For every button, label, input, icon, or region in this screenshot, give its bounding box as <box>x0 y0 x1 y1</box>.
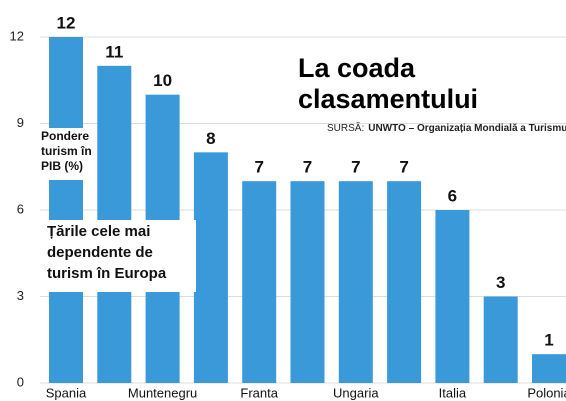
labels: 0 3 6 9 12 Spania 12 11 Muntenegru 10 8 Franta 7 7 Ung… <box>10 13 566 400</box>
y-axis-label: PIB (%) <box>41 159 83 173</box>
y-tick-label: 12 <box>10 28 24 43</box>
bar <box>290 181 325 383</box>
y-axis-label: Pondere <box>41 129 89 143</box>
subtitle: Țările cele mai <box>47 223 150 240</box>
bar <box>387 181 422 383</box>
y-tick-label: 3 <box>17 288 24 303</box>
source-name: UNWTO – Organizația Mondială a Turismulu… <box>368 123 566 134</box>
data-label: 10 <box>153 71 172 90</box>
subtitle-box <box>44 220 196 292</box>
y-tick-label: 6 <box>17 201 24 216</box>
y-tick-label: 0 <box>17 374 24 389</box>
subtitle: turism în Europa <box>47 265 167 282</box>
data-label: 7 <box>351 158 360 177</box>
x-tick-label: Polonia <box>527 385 566 400</box>
data-label: 8 <box>206 129 215 148</box>
bar <box>242 181 277 383</box>
x-tick-label: Ungaria <box>333 385 379 400</box>
data-label: 7 <box>399 158 408 177</box>
bar <box>532 354 566 383</box>
x-tick-label: Italia <box>439 385 467 400</box>
chart-title: La coada <box>298 53 416 83</box>
x-tick-label: Spania <box>46 385 87 400</box>
bar <box>49 37 83 383</box>
data-label: 12 <box>57 13 76 32</box>
bar <box>435 210 470 383</box>
data-label: 7 <box>254 158 263 177</box>
data-label: 1 <box>544 331 553 350</box>
data-label: 7 <box>303 158 312 177</box>
source-label: SURSĂ: <box>327 121 364 134</box>
source: SURSĂ: UNWTO – Organizația Mondială a Tur… <box>327 121 566 134</box>
data-label: 3 <box>496 273 505 292</box>
data-label: 11 <box>105 42 123 61</box>
y-tick-label: 9 <box>17 115 24 130</box>
x-tick-label: Franta <box>240 385 278 400</box>
bar <box>338 181 373 383</box>
subtitle: dependente de <box>47 244 153 261</box>
bar <box>193 152 228 383</box>
chart-title: clasamentului <box>298 84 478 114</box>
data-label: 6 <box>448 186 457 205</box>
y-label-box <box>38 128 90 180</box>
x-tick-label: Muntenegru <box>128 385 197 400</box>
y-axis-label: turism în <box>41 144 92 158</box>
bar <box>483 296 518 383</box>
